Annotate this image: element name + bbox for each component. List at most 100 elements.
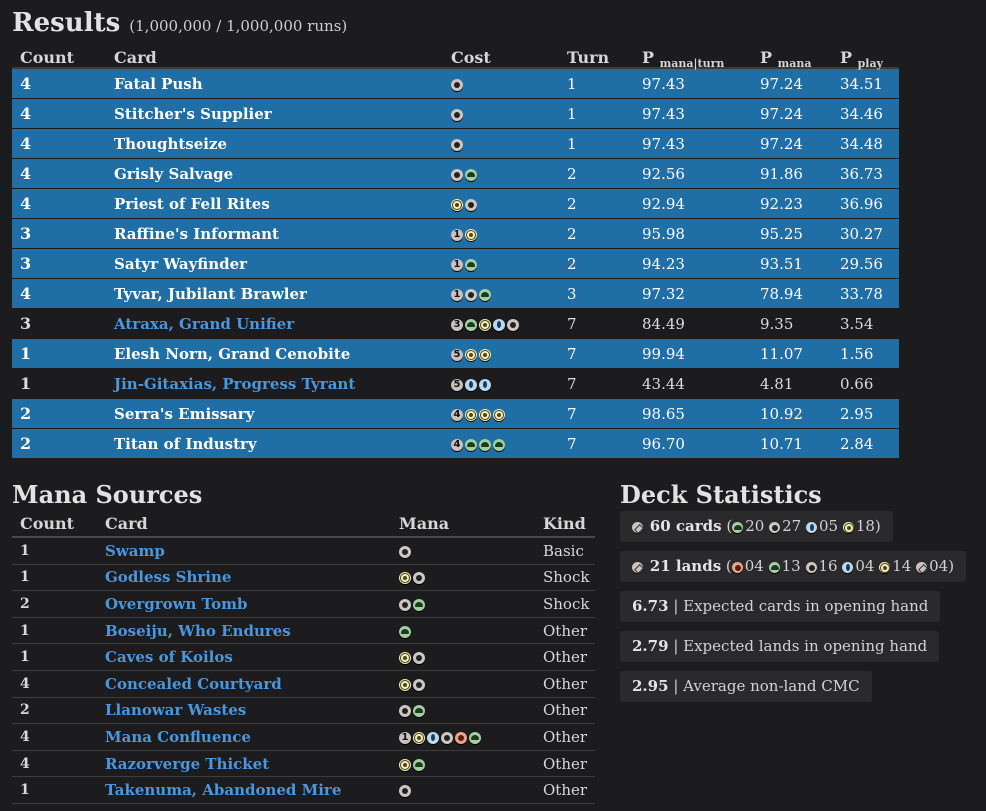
row-card-name[interactable]: Elesh Norn, Grand Cenobite bbox=[106, 338, 443, 369]
row-p-play: 34.46 bbox=[832, 98, 899, 129]
green-mana-icon bbox=[469, 731, 481, 744]
row-turn: 1 bbox=[559, 67, 634, 99]
black-mana-icon bbox=[413, 678, 425, 691]
mana-col-kind[interactable]: Kind bbox=[543, 513, 586, 533]
black-mana-icon bbox=[465, 288, 477, 301]
row-card-name[interactable]: Tyvar, Jubilant Brawler bbox=[106, 278, 443, 309]
row-p-mana: 91.86 bbox=[752, 158, 832, 189]
row-count: 4 bbox=[12, 188, 106, 219]
stat-opening-lands: 2.79 | Expected lands in opening hand bbox=[620, 631, 940, 662]
results-row[interactable]: 1 Elesh Norn, Grand Cenobite 5 7 99.94 11.07 1… bbox=[12, 338, 899, 369]
results-row[interactable]: 4 Tyvar, Jubilant Brawler 1 3 97.32 78.94 33.7… bbox=[12, 278, 899, 309]
black-mana-icon bbox=[451, 78, 463, 91]
row-card-name[interactable]: Serra's Emissary bbox=[106, 398, 443, 429]
mana-source-row[interactable]: 1 Boseiju, Who Endures Other bbox=[12, 617, 595, 645]
row-card-name[interactable]: Satyr Wayfinder bbox=[106, 248, 443, 279]
mana-row-count: 1 bbox=[12, 617, 97, 645]
results-row[interactable]: 3 Atraxa, Grand Unifier 3 7 84.49 9.35 3.54 bbox=[12, 308, 899, 339]
row-cost bbox=[443, 98, 559, 129]
mana-row-card-name[interactable]: Mana Confluence bbox=[97, 723, 391, 751]
results-row[interactable]: 4 Fatal Push 1 97.43 97.24 34.51 bbox=[12, 67, 899, 99]
stat-avg-cmc: 2.95 | Average non-land CMC bbox=[620, 671, 872, 702]
green-mana-icon bbox=[465, 258, 477, 271]
mana-row-card-name[interactable]: Razorverge Thicket bbox=[97, 750, 391, 778]
white-mana-icon bbox=[465, 408, 477, 421]
mana-source-row[interactable]: 4 Razorverge Thicket Other bbox=[12, 750, 595, 778]
mana-row-card-name[interactable]: Overgrown Tomb bbox=[97, 590, 391, 618]
col-p-mana[interactable]: P mana bbox=[760, 48, 812, 70]
mana-row-symbols bbox=[391, 670, 535, 698]
mana-source-row[interactable]: 1 Godless Shrine Shock bbox=[12, 564, 595, 592]
row-count: 1 bbox=[12, 368, 106, 399]
green-mana-icon bbox=[465, 168, 477, 181]
row-p-play: 29.56 bbox=[832, 248, 899, 279]
black-mana-icon bbox=[399, 705, 411, 718]
stat-land-count: 21 lands (04 13 16 04 14 04) bbox=[620, 551, 967, 582]
white-mana-icon bbox=[465, 348, 477, 361]
mana-row-card-name[interactable]: Boseiju, Who Endures bbox=[97, 617, 391, 645]
mana-row-card-name[interactable]: Godless Shrine bbox=[97, 564, 391, 592]
row-card-name[interactable]: Thoughtseize bbox=[106, 128, 443, 159]
row-count: 2 bbox=[12, 428, 106, 458]
col-cost[interactable]: Cost bbox=[451, 48, 491, 67]
generic-mana-icon: 1 bbox=[399, 731, 411, 744]
col-card[interactable]: Card bbox=[114, 48, 157, 67]
results-row[interactable]: 4 Stitcher's Supplier 1 97.43 97.24 34.46 bbox=[12, 98, 899, 129]
mana-row-card-name[interactable]: Takenuma, Abandoned Mire bbox=[97, 776, 391, 804]
row-p-mana-turn: 98.65 bbox=[634, 398, 752, 429]
mana-source-row[interactable]: 2 Llanowar Wastes Other bbox=[12, 697, 595, 725]
results-row[interactable]: 2 Serra's Emissary 4 7 98.65 10.92 2.95 bbox=[12, 398, 899, 429]
row-p-mana-turn: 97.32 bbox=[634, 278, 752, 309]
row-p-mana-turn: 97.43 bbox=[634, 67, 752, 99]
row-card-name[interactable]: Jin-Gitaxias, Progress Tyrant bbox=[106, 368, 443, 399]
row-turn: 1 bbox=[559, 128, 634, 159]
mana-source-row[interactable]: 4 Concealed Courtyard Other bbox=[12, 670, 595, 698]
mana-row-symbols bbox=[391, 590, 535, 618]
row-card-name[interactable]: Titan of Industry bbox=[106, 428, 443, 458]
mana-row-card-name[interactable]: Concealed Courtyard bbox=[97, 670, 391, 698]
results-row[interactable]: 4 Grisly Salvage 2 92.56 91.86 36.73 bbox=[12, 158, 899, 189]
results-row[interactable]: 1 Jin-Gitaxias, Progress Tyrant 5 7 43.44 4.8… bbox=[12, 368, 899, 399]
mana-source-row[interactable]: 2 Overgrown Tomb Shock bbox=[12, 590, 595, 618]
row-card-name[interactable]: Grisly Salvage bbox=[106, 158, 443, 189]
row-card-name[interactable]: Raffine's Informant bbox=[106, 218, 443, 249]
row-p-mana: 78.94 bbox=[752, 278, 832, 309]
results-row[interactable]: 4 Priest of Fell Rites 2 92.94 92.23 36.96 bbox=[12, 188, 899, 219]
row-card-name[interactable]: Stitcher's Supplier bbox=[106, 98, 443, 129]
mana-col-mana[interactable]: Mana bbox=[399, 513, 450, 533]
row-p-mana: 4.81 bbox=[752, 368, 832, 399]
mana-row-symbols bbox=[391, 697, 535, 725]
results-row[interactable]: 4 Thoughtseize 1 97.43 97.24 34.48 bbox=[12, 128, 899, 159]
row-card-name[interactable]: Priest of Fell Rites bbox=[106, 188, 443, 219]
results-row[interactable]: 2 Titan of Industry 4 7 96.70 10.71 2.84 bbox=[12, 428, 899, 458]
mana-source-row[interactable]: 1 Takenuma, Abandoned Mire Other bbox=[12, 776, 595, 804]
mana-source-row[interactable]: 1 Swamp Basic bbox=[12, 537, 595, 565]
row-card-name[interactable]: Fatal Push bbox=[106, 67, 443, 99]
card-icon bbox=[632, 521, 643, 533]
results-row[interactable]: 3 Satyr Wayfinder 1 2 94.23 93.51 29.56 bbox=[12, 248, 899, 279]
mana-row-count: 4 bbox=[12, 670, 97, 698]
row-p-mana-turn: 92.94 bbox=[634, 188, 752, 219]
mana-source-row[interactable]: 4 Mana Confluence 1 Other bbox=[12, 723, 595, 751]
row-cost: 3 bbox=[443, 308, 559, 339]
mana-col-count[interactable]: Count bbox=[20, 513, 75, 533]
row-count: 4 bbox=[12, 158, 106, 189]
mana-row-card-name[interactable]: Llanowar Wastes bbox=[97, 697, 391, 725]
col-p-mana-turn[interactable]: P mana|turn bbox=[642, 48, 725, 70]
cards-total: 60 cards bbox=[649, 517, 722, 535]
mana-row-card-name[interactable]: Caves of Koilos bbox=[97, 643, 391, 671]
black-mana-icon bbox=[451, 168, 463, 181]
results-row[interactable]: 3 Raffine's Informant 1 2 95.98 95.25 30.27 bbox=[12, 218, 899, 249]
mana-row-count: 1 bbox=[12, 537, 97, 565]
col-turn[interactable]: Turn bbox=[567, 48, 610, 67]
col-count[interactable]: Count bbox=[20, 48, 75, 67]
row-p-play: 34.48 bbox=[832, 128, 899, 159]
row-p-play: 1.56 bbox=[832, 338, 899, 369]
mana-row-card-name[interactable]: Swamp bbox=[97, 537, 391, 565]
mana-source-row[interactable]: 1 Caves of Koilos Other bbox=[12, 643, 595, 671]
white-mana-icon bbox=[479, 348, 491, 361]
row-card-name[interactable]: Atraxa, Grand Unifier bbox=[106, 308, 443, 339]
mana-col-card[interactable]: Card bbox=[105, 513, 148, 533]
black-mana-icon bbox=[399, 598, 411, 611]
col-p-play[interactable]: P play bbox=[840, 48, 883, 70]
